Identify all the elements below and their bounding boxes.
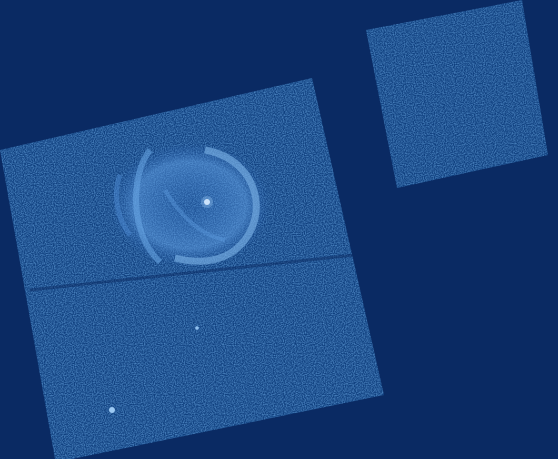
central-point-source [201,196,213,208]
faint-source-center [195,326,199,330]
main-chip [0,78,384,459]
secondary-chip [366,0,548,188]
nebula-shell [110,143,270,267]
faint-source-lower-left [109,407,115,413]
